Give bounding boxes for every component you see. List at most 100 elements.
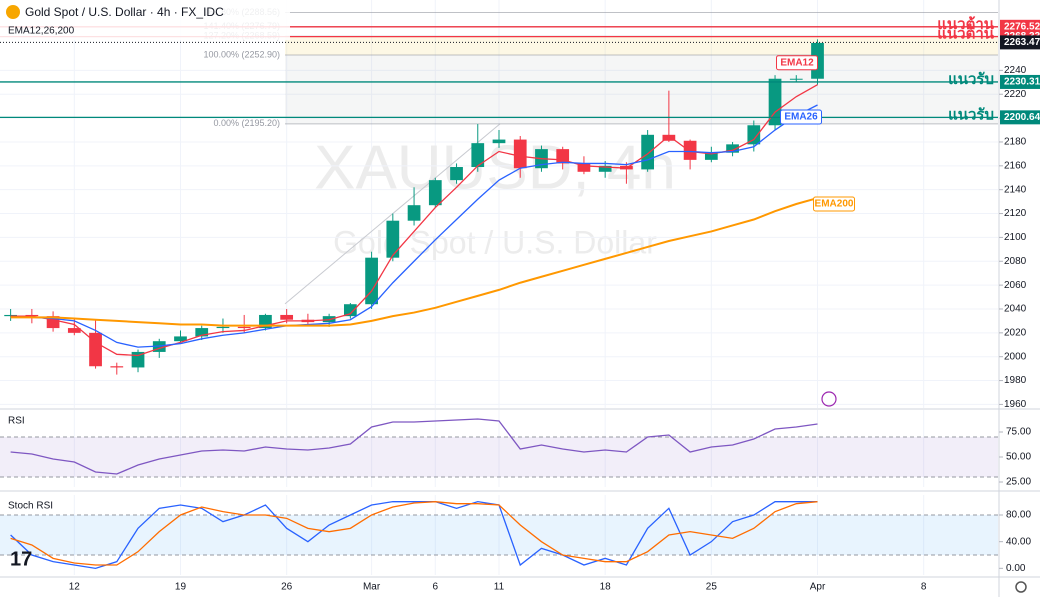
ema-line — [10, 104, 818, 348]
legend-entry: EMA200 — [815, 199, 854, 210]
candle-body — [641, 134, 655, 170]
candle-body — [789, 78, 803, 80]
candle-body — [747, 125, 761, 145]
candle-body — [683, 140, 697, 160]
event-icon[interactable] — [821, 391, 837, 407]
legend-box — [776, 55, 819, 71]
x-tick-label: 8 — [921, 582, 927, 593]
x-tick-label: 12 — [69, 582, 81, 593]
candle-body — [407, 205, 421, 221]
x-tick-label: 19 — [175, 582, 187, 593]
candle-body — [768, 78, 782, 126]
indicator-line — [10, 418, 818, 475]
candle-body — [513, 139, 527, 169]
y-tick-label: 2240 — [1004, 65, 1027, 76]
y-tick-label: 0.00 — [1006, 563, 1026, 574]
candle-body — [365, 257, 378, 305]
y-tick-label: 50.00 — [1006, 452, 1031, 463]
candle-body — [237, 326, 251, 329]
candle-body — [46, 316, 60, 329]
y-tick-label: 2040 — [1004, 304, 1027, 315]
y-tick-label: 2000 — [1004, 351, 1027, 362]
y-tick-label: 80.00 — [1006, 510, 1031, 521]
fib-zone — [285, 36, 998, 55]
axis-label: 2263.47 — [1004, 37, 1040, 48]
level-text: แนวรับ — [948, 71, 994, 88]
candle-body — [471, 143, 485, 168]
candle-body — [67, 328, 81, 333]
ema-line — [10, 197, 818, 327]
x-tick-label: Apr — [810, 582, 826, 593]
logo: 17 — [10, 548, 32, 570]
fib-zone — [285, 54, 998, 124]
x-tick-label: Mar — [363, 582, 381, 593]
indicator-line — [10, 501, 818, 566]
y-tick-label: 1980 — [1004, 375, 1027, 386]
y-tick-label: 2180 — [1004, 137, 1027, 148]
rsi-title[interactable]: RSI — [8, 416, 25, 427]
candle-body — [174, 336, 187, 342]
fib-label: 100.00% (2252.90) — [203, 49, 280, 59]
candle-body — [577, 163, 591, 172]
axis-label-box — [1000, 74, 1040, 89]
candle-body — [386, 220, 400, 258]
level-text: แนวรับ — [948, 106, 994, 123]
y-tick-label: 25.00 — [1006, 477, 1031, 488]
settings-icon[interactable] — [1015, 581, 1027, 593]
y-tick-label: 2060 — [1004, 280, 1027, 291]
candle-body — [450, 167, 463, 181]
watermark: Gold Spot / U.S. Dollar — [333, 224, 657, 260]
level-text: แนวต้าน — [937, 16, 995, 33]
symbol-icon — [6, 5, 20, 19]
indicator-line — [10, 501, 818, 569]
y-tick-label: 2080 — [1004, 256, 1027, 267]
candle-body — [704, 152, 718, 160]
candle-body — [598, 165, 612, 172]
axis-label: 2276.52 — [1004, 21, 1040, 32]
level-text: แนวต้าน — [937, 26, 995, 43]
band-fill — [0, 437, 998, 477]
legend-entry: EMA26 — [784, 112, 818, 123]
y-tick-label: 2220 — [1004, 89, 1027, 100]
stoch-title[interactable]: Stoch RSI — [8, 501, 53, 512]
y-tick-label: 2020 — [1004, 327, 1027, 338]
candle-body — [89, 332, 102, 367]
axis-label: 2230.31 — [1004, 77, 1040, 88]
candle-body — [110, 366, 124, 368]
plot-layer — [0, 26, 998, 569]
symbol-title[interactable]: Gold Spot / U.S. Dollar · 4h · FX_IDC — [25, 5, 224, 19]
y-tick-label: 75.00 — [1006, 427, 1031, 438]
candle-body — [492, 139, 506, 144]
band-fill — [0, 515, 998, 555]
candle-body — [662, 134, 676, 141]
y-tick-label: 2100 — [1004, 232, 1027, 243]
legend-entry: EMA12 — [780, 57, 814, 68]
fib-label: 0.00% (2195.20) — [213, 118, 280, 128]
y-tick-label: 2120 — [1004, 208, 1027, 219]
legend-box — [780, 109, 823, 125]
candle-body — [195, 328, 209, 337]
x-tick-label: 6 — [433, 582, 439, 593]
axis-label-box — [1000, 110, 1040, 125]
x-tick-label: 25 — [706, 582, 718, 593]
y-tick-label: 2140 — [1004, 184, 1027, 195]
legend-box — [813, 196, 856, 212]
y-tick-label: 1960 — [1004, 399, 1027, 410]
y-tick-label: 2160 — [1004, 160, 1027, 171]
x-tick-label: 26 — [281, 582, 293, 593]
x-tick-label: 11 — [494, 582, 505, 593]
ema-line — [10, 84, 818, 357]
axis-label: 2200.64 — [1004, 112, 1040, 123]
header-backdrop — [0, 0, 290, 40]
candle-body — [280, 314, 294, 320]
indicator-label[interactable]: EMA12,26,200 — [8, 26, 75, 37]
candle-body — [428, 180, 442, 206]
candle-body — [343, 304, 357, 317]
x-tick-label: 18 — [600, 582, 612, 593]
axis-label-box — [1000, 35, 1040, 50]
